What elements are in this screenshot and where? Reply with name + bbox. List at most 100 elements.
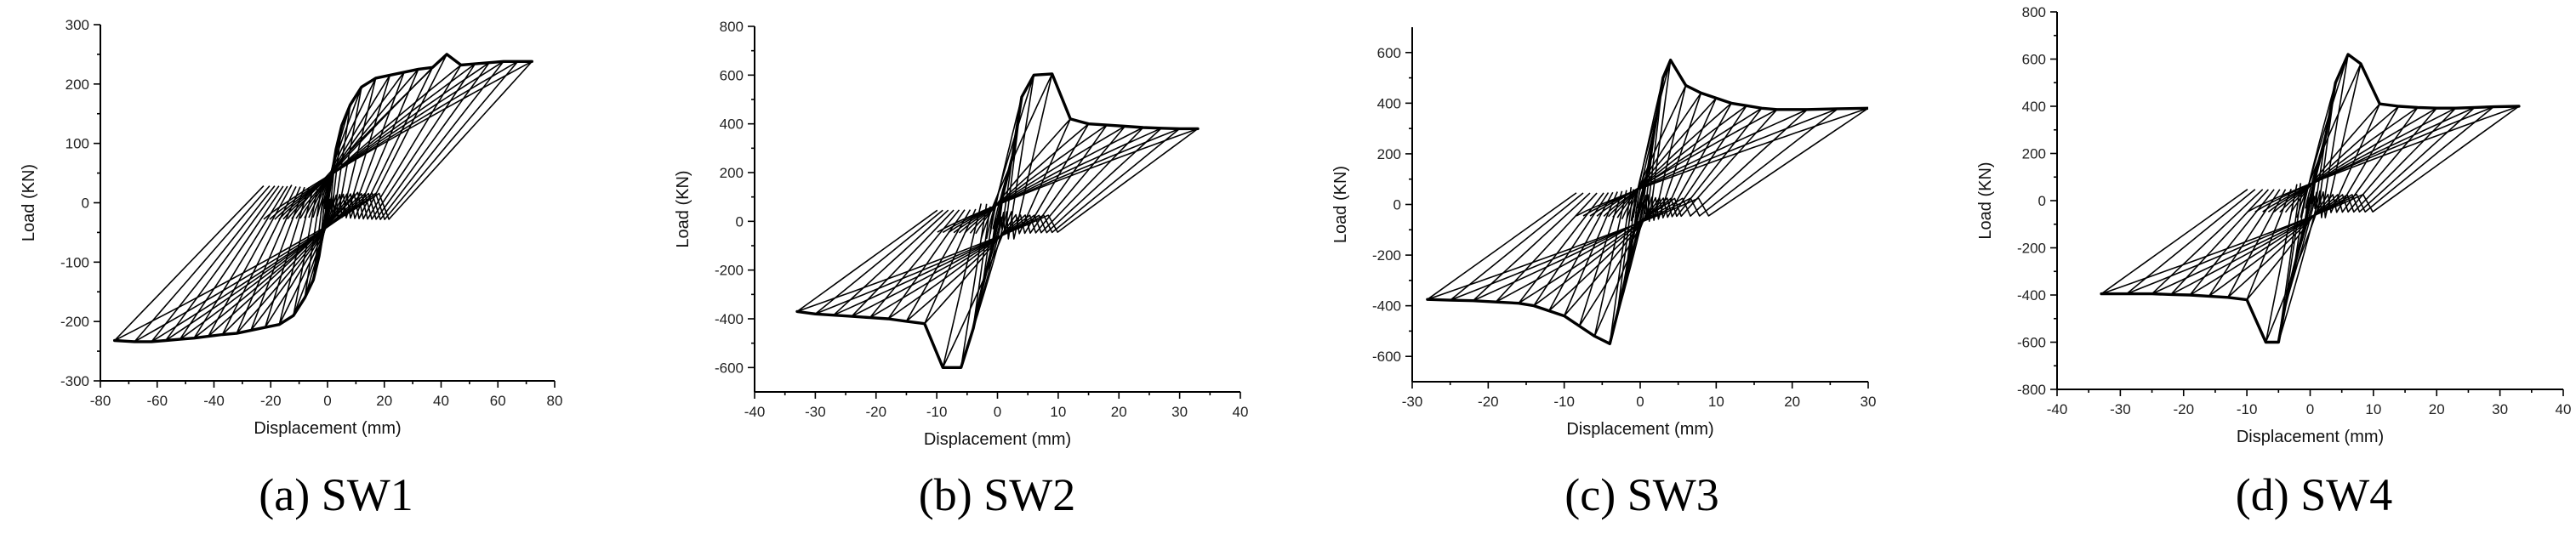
x-tick-label: 80 (547, 393, 563, 409)
x-tick-label: -30 (805, 404, 826, 420)
loop-cycle-15 (134, 60, 519, 343)
y-tick-label: -600 (1372, 349, 1401, 365)
y-tick-label: 600 (1377, 45, 1401, 61)
x-tick-label: -10 (926, 404, 948, 420)
loop-cycle-9 (2189, 107, 2438, 296)
y-tick-label: 200 (1377, 146, 1401, 162)
loop-cycle-7 (250, 71, 405, 332)
y-tick-label: 600 (2022, 52, 2046, 68)
x-tick-label: 20 (2429, 401, 2445, 417)
x-tick-label: -10 (2237, 401, 2258, 417)
loop-cycle-5 (1593, 84, 1687, 338)
y-tick-label: -200 (2017, 241, 2046, 257)
y-tick-label: -300 (60, 373, 89, 389)
loop-cycle-5 (2265, 63, 2362, 343)
y-tick-label: 100 (66, 136, 89, 152)
x-tick-label: -40 (203, 393, 225, 409)
y-tick-label: 0 (2038, 193, 2046, 209)
loop-cycle-8 (236, 68, 419, 334)
chart-4: -40 -30 -20 -10 0 10 20 30 40 -800 -600 -400 -200 0 20… (1976, 4, 2571, 520)
x-axis-title: Displacement (mm) (254, 419, 401, 438)
chart-caption: (b) SW2 (919, 469, 1075, 520)
y-tick-label: -200 (60, 314, 89, 330)
hysteresis-curves (795, 72, 1200, 369)
x-tick-label: -20 (865, 404, 886, 420)
skeleton-curve (113, 53, 533, 343)
loop-cycle-13 (165, 61, 490, 342)
x-axis-title: Displacement (mm) (2237, 428, 2384, 446)
y-axis-title: Load (KN) (20, 164, 38, 241)
x-tick-label: 0 (2306, 401, 2314, 417)
x-tick-label: 10 (1708, 394, 1724, 410)
y-tick-label: -200 (1372, 247, 1401, 264)
y-tick-label: 400 (2022, 99, 2046, 115)
chart-3: -30 -20 -10 0 10 20 30 -600 -400 -200 0 200 400 600 Di… (1331, 27, 1876, 520)
loop-cycle-13 (1449, 108, 1839, 301)
y-tick-label: 200 (66, 77, 89, 93)
y-tick-label: 300 (66, 17, 89, 33)
chart-2: -40 -30 -20 -10 0 10 20 30 40 -600 -400 -200 0 200 400… (674, 19, 1248, 520)
y-tick-label: -200 (715, 263, 744, 279)
hysteresis-curves (2100, 53, 2521, 344)
loop-cycle-11 (193, 64, 462, 339)
y-tick-label: -600 (715, 360, 744, 376)
y-tick-label: 200 (2022, 146, 2046, 162)
loop-cycle-13 (2100, 105, 2520, 295)
x-tick-label: -60 (146, 393, 168, 409)
y-axis-title: Load (KN) (1331, 166, 1350, 243)
x-tick-label: 20 (1784, 394, 1800, 410)
x-tick-label: 0 (1636, 394, 1644, 410)
chart-caption: (c) SW3 (1564, 469, 1718, 520)
x-tick-label: 0 (323, 393, 331, 409)
y-tick-label: -600 (2017, 335, 2046, 351)
x-tick-label: -40 (2047, 401, 2068, 417)
x-tick-label: -20 (2173, 401, 2194, 417)
loop-cycle-11 (1495, 109, 1778, 303)
chart-caption: (a) SW1 (259, 469, 413, 520)
y-tick-label: 400 (1377, 95, 1401, 111)
loop-cycle-10 (2170, 107, 2457, 296)
loop-cycle-4 (2277, 54, 2349, 343)
x-tick-label: -40 (744, 404, 766, 420)
x-tick-label: 40 (1233, 404, 1249, 420)
loop-cycle-10 (1518, 107, 1763, 304)
loop-cycle-14 (151, 60, 504, 343)
skeleton-curve (2100, 53, 2521, 344)
loop-cycle-7 (2227, 105, 2400, 298)
loop-cycle-12 (2126, 105, 2494, 295)
loop-cycle-14 (1427, 107, 1868, 300)
x-tick-label: 10 (2365, 401, 2381, 417)
loop-cycle-9 (869, 125, 1126, 319)
x-tick-label: 20 (376, 393, 392, 409)
hysteresis-curves (1426, 59, 1868, 345)
y-tick-label: 800 (720, 19, 744, 35)
loop-cycle-6 (924, 118, 1071, 325)
y-tick-label: 200 (720, 165, 744, 181)
loop-cycle-11 (2151, 106, 2476, 295)
loop-cycle-10 (208, 54, 447, 338)
y-tick-label: 0 (736, 213, 744, 230)
y-tick-label: -400 (1372, 298, 1401, 315)
y-axis-title: Load (KN) (674, 170, 692, 247)
y-tick-label: 600 (720, 67, 744, 83)
hysteresis-curves (113, 53, 533, 343)
x-tick-label: 0 (994, 404, 1001, 420)
x-tick-label: -30 (1402, 394, 1423, 410)
x-tick-label: 60 (490, 393, 506, 409)
y-tick-label: 0 (82, 196, 89, 212)
x-tick-label: -80 (90, 393, 111, 409)
y-tick-label: -400 (2017, 287, 2046, 304)
loop-cycle-6 (1578, 92, 1702, 327)
loop-cycle-12 (1472, 109, 1809, 302)
chart-caption: (d) SW4 (2236, 469, 2392, 520)
x-axis-title: Displacement (mm) (924, 430, 1071, 449)
loop-cycle-12 (814, 128, 1181, 315)
x-tick-label: 30 (1861, 394, 1877, 410)
y-tick-label: 400 (720, 116, 744, 133)
y-tick-label: 800 (2022, 4, 2046, 20)
loop-cycle-11 (833, 128, 1162, 316)
loop-cycle-6 (264, 74, 391, 328)
x-tick-label: -30 (2110, 401, 2131, 417)
loop-cycle-7 (1563, 97, 1718, 317)
